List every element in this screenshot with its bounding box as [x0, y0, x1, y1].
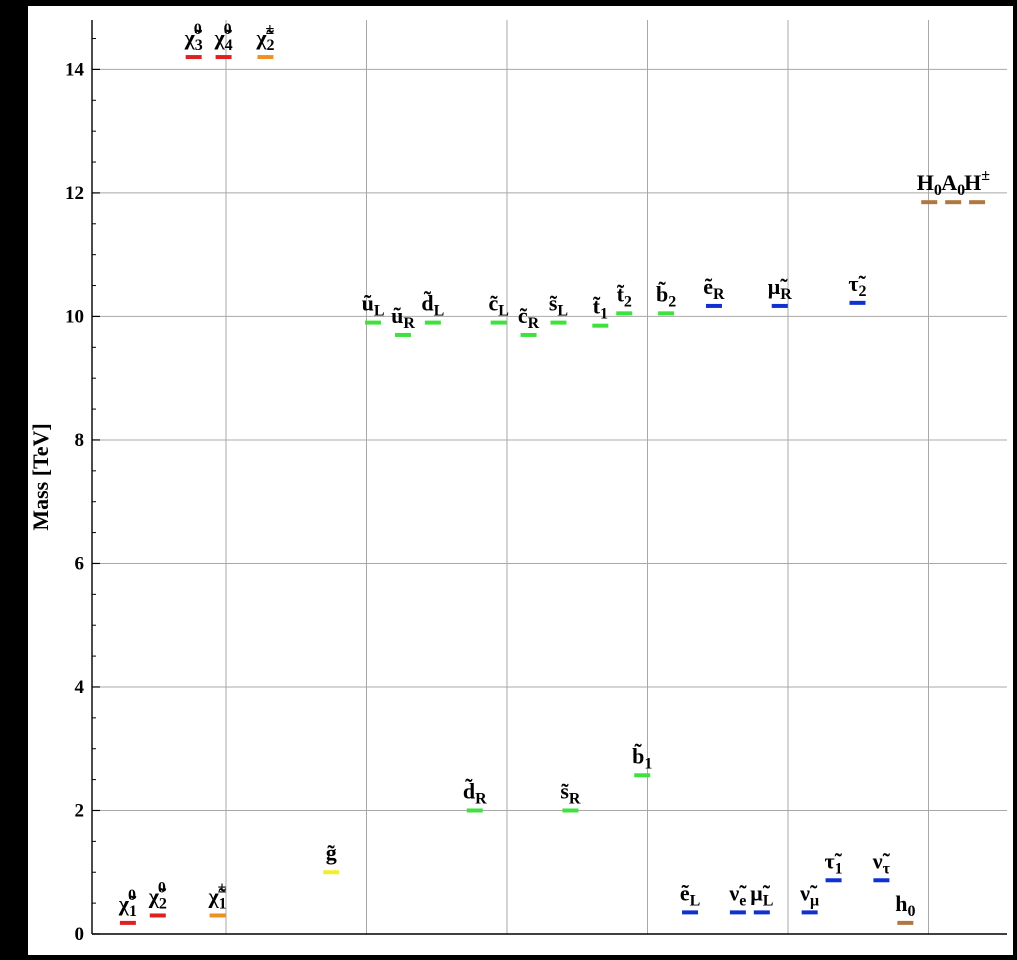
particle-labels: χ̃10 χ̃20 χ̃30 χ̃40 χ̃1± χ̃2± g̃ ũL ũR d̃L d̃R c̃L c… — [118, 21, 990, 920]
mass-level-4 — [209, 913, 226, 918]
mass-level-10 — [466, 808, 483, 813]
particle-label-23: μ̃R — [768, 274, 792, 303]
mass-level-17 — [634, 773, 651, 778]
mass-levels — [119, 55, 986, 925]
particle-label-5: χ̃2± — [255, 21, 274, 54]
mass-level-2 — [185, 55, 202, 60]
mass-level-22 — [753, 910, 770, 915]
particle-label-24: ν̃μ — [799, 880, 819, 909]
mass-level-14 — [562, 808, 579, 813]
mass-level-11 — [490, 320, 507, 325]
particle-label-7: ũL — [362, 291, 385, 320]
particle-label-8: ũR — [391, 303, 415, 332]
y-tick-label: 4 — [75, 677, 85, 698]
mass-spectrum-chart: 0 2 4 6 8 10 12 14 Mass [TeV] χ̃10 χ̃20 χ̃30 χ̃40 χ… — [28, 6, 1013, 955]
mass-level-28 — [897, 920, 914, 925]
mass-level-29 — [921, 200, 938, 205]
y-tick-label: 0 — [75, 924, 85, 945]
axes — [91, 20, 1007, 935]
mass-level-16 — [616, 311, 633, 316]
mass-level-25 — [825, 878, 842, 883]
mass-level-0 — [119, 920, 136, 925]
particle-label-16: t̃2 — [617, 281, 632, 310]
mass-level-26 — [849, 300, 866, 305]
y-tick-label: 10 — [65, 306, 84, 327]
mass-level-21 — [729, 910, 746, 915]
particle-label-28: h0 — [895, 891, 915, 920]
mass-level-7 — [365, 320, 382, 325]
particle-label-20: ẽR — [703, 274, 725, 303]
particle-label-21: ν̃e — [728, 880, 747, 909]
mass-level-23 — [771, 303, 788, 308]
mass-level-24 — [801, 910, 818, 915]
particle-label-13: s̃L — [549, 291, 568, 320]
mass-level-3 — [215, 55, 232, 60]
particle-label-2: χ̃30 — [184, 21, 203, 54]
particle-label-4: χ̃1± — [208, 879, 227, 912]
particle-label-30: A0 — [941, 170, 965, 199]
mass-level-19 — [682, 910, 699, 915]
y-tick-label: 8 — [75, 430, 85, 451]
particle-label-22: μ̃L — [750, 880, 773, 909]
y-axis-label: Mass [TeV] — [28, 423, 53, 530]
y-tick-label: 12 — [65, 183, 84, 204]
particle-label-19: ẽL — [680, 880, 700, 909]
mass-level-9 — [424, 320, 441, 325]
particle-label-25: τ̃1 — [824, 848, 842, 877]
y-tick-label: 2 — [75, 800, 85, 821]
particle-label-29: H0 — [917, 170, 942, 199]
mass-level-18 — [658, 311, 675, 316]
particle-label-27: ν̃τ — [872, 848, 891, 877]
grid-lines — [92, 20, 1007, 934]
mass-level-31 — [969, 200, 986, 205]
particle-label-17: b̃1 — [632, 743, 652, 772]
particle-label-18: b̃2 — [656, 281, 676, 310]
particle-label-11: c̃L — [488, 291, 508, 320]
particle-label-1: χ̃20 — [148, 879, 167, 912]
mass-level-20 — [705, 303, 722, 308]
y-tick-label: 14 — [65, 59, 85, 80]
particle-label-12: c̃R — [518, 303, 540, 332]
mass-level-6 — [323, 870, 340, 875]
mass-level-8 — [394, 332, 411, 337]
y-tick-label: 6 — [75, 553, 85, 574]
particle-label-10: d̃R — [463, 778, 487, 807]
mass-level-30 — [945, 200, 962, 205]
particle-label-9: d̃L — [421, 291, 444, 320]
mass-level-5 — [257, 55, 274, 60]
particle-label-26: τ̃2 — [848, 271, 866, 300]
mass-level-1 — [149, 913, 166, 918]
particle-label-14: s̃R — [560, 778, 581, 807]
particle-label-0: χ̃10 — [118, 887, 137, 920]
y-tick-labels: 0 2 4 6 8 10 12 14 — [65, 59, 85, 945]
mass-level-27 — [873, 878, 890, 883]
particle-label-15: t̃1 — [593, 294, 608, 323]
mass-level-15 — [592, 323, 609, 328]
mass-level-12 — [520, 332, 537, 337]
particle-label-31: H± — [964, 167, 990, 195]
mass-level-13 — [550, 320, 567, 325]
particle-label-6: g̃ — [326, 840, 337, 865]
particle-label-3: χ̃40 — [213, 21, 232, 54]
